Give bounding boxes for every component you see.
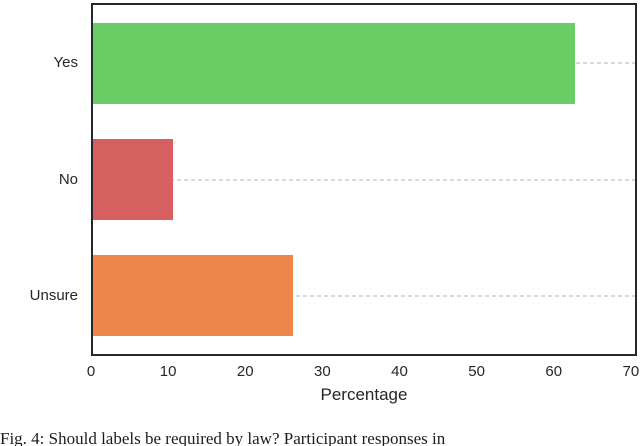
- plot-area: [91, 3, 637, 356]
- x-axis-label: Percentage: [320, 385, 408, 404]
- x-tick-label: 0: [86, 363, 96, 380]
- x-tick-label: 10: [159, 363, 177, 380]
- figure-caption: Fig. 4: Should labels be required by law…: [0, 429, 446, 446]
- bar-unsure: [93, 255, 293, 337]
- x-tick-label: 40: [391, 363, 408, 380]
- x-tick-label: 20: [236, 363, 254, 380]
- x-tick-label: 50: [468, 363, 485, 380]
- category-label: No: [58, 170, 78, 188]
- category-label: Unsure: [29, 286, 78, 304]
- x-axis-ticks: 0 10 20 30 40 50 60 70: [87, 363, 640, 381]
- y-axis-category-labels: Yes No Unsure: [0, 5, 84, 354]
- x-tick-label: 60: [545, 363, 563, 380]
- x-tick-label: 70: [622, 363, 640, 380]
- y-gridline: [93, 178, 635, 181]
- y-gridline: [93, 294, 635, 297]
- bar-no: [93, 139, 173, 220]
- category-label: Yes: [53, 54, 78, 72]
- x-tick-label: 30: [314, 363, 331, 380]
- bar-yes: [93, 22, 576, 104]
